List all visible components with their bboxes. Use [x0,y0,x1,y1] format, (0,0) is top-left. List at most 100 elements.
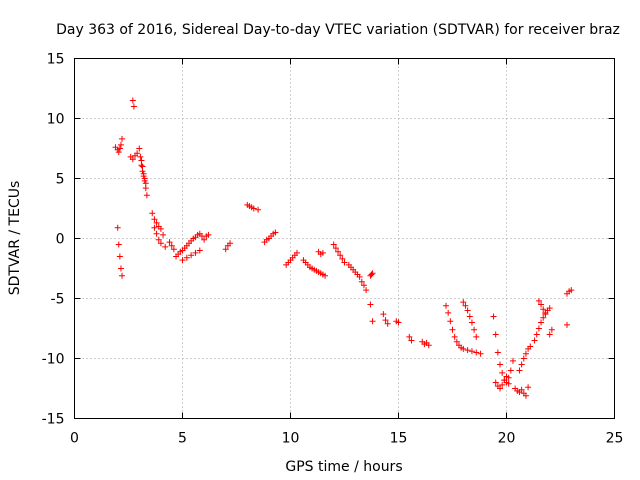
data-point [538,319,545,326]
data-point [322,272,329,279]
data-point [473,333,480,340]
y-tick-label: 10 [47,112,65,128]
data-point [538,301,545,308]
data-point [330,241,337,248]
data-point [114,224,121,231]
y-tick-label: 0 [56,232,65,248]
data-point [151,216,158,223]
data-point [143,192,150,199]
data-point [453,338,460,345]
x-tick-label: 0 [70,431,79,447]
data-point [509,357,516,364]
data-point [130,103,137,110]
data-point [460,299,467,306]
data-point [492,331,499,338]
data-point [319,249,326,256]
data-point [533,331,540,338]
y-tick-label: -10 [42,352,65,368]
data-point [201,236,208,243]
data-point [339,255,346,262]
data-point [117,141,124,148]
data-point [136,145,143,152]
data-point [369,270,376,277]
y-axis: -15 -10 -5 0 5 10 15 [42,52,615,428]
y-axis-label: SDTVAR / TECUs [7,181,23,296]
y-tick-label: 15 [47,52,65,68]
y-tick-label: 5 [56,172,65,188]
data-point [466,313,473,320]
data-point [516,367,523,374]
data-point [477,350,484,357]
data-point [139,163,146,170]
data-point [129,97,136,104]
data-point [138,157,145,164]
x-tick-label: 20 [498,431,516,447]
data-point [168,242,175,249]
data-point [196,247,203,254]
data-point [255,206,262,213]
data-point [222,246,229,253]
data-point [380,311,387,318]
data-point [160,231,167,238]
data-point [503,373,510,380]
x-axis: 0 5 10 15 20 25 [70,58,623,447]
data-point [497,385,504,392]
data-point [116,253,123,260]
data-point [134,150,141,157]
data-point [443,302,450,309]
data-point [227,240,234,247]
data-point [490,313,497,320]
data-point [499,381,506,388]
y-tick-label: -15 [42,412,65,428]
x-axis-label: GPS time / hours [285,459,402,475]
x-tick-label: 15 [390,431,408,447]
data-point [460,345,467,352]
data-point [520,355,527,362]
data-point [272,229,279,236]
data-point [179,257,186,264]
data-point [425,342,432,349]
data-point [492,379,499,386]
data-point [341,259,348,266]
plot-frame [74,58,615,419]
data-point [293,249,300,256]
data-point [141,175,148,182]
data-point [546,305,553,312]
chart-title: Day 363 of 2016, Sidereal Day-to-day VTE… [56,22,620,38]
data-point [142,180,149,187]
data-point [507,367,514,374]
data-point [356,273,363,280]
data-point [445,309,452,316]
data-point [542,309,549,316]
data-point [170,246,177,253]
data-point [449,326,456,333]
grid [74,58,615,419]
data-point [468,348,475,355]
data-point [535,297,542,304]
data-point [546,331,553,338]
data-point [518,361,525,368]
data-point [360,282,367,289]
y-tick-label: -5 [51,292,65,308]
data-point [162,243,169,250]
data-point [332,245,339,252]
data-point [116,145,123,152]
data-point [518,386,525,393]
data-point [499,369,506,376]
data-point [406,333,413,340]
data-point [188,252,195,259]
data-point [367,301,374,308]
data-point [250,205,257,212]
data-point [563,321,570,328]
x-tick-label: 10 [282,431,300,447]
data-point [471,326,478,333]
data-point [155,236,162,243]
data-point [395,319,402,326]
data-point [117,265,124,272]
data-point [337,252,344,259]
data-point [157,240,164,247]
data-point [501,377,508,384]
data-point [368,271,375,278]
data-point [382,317,389,324]
